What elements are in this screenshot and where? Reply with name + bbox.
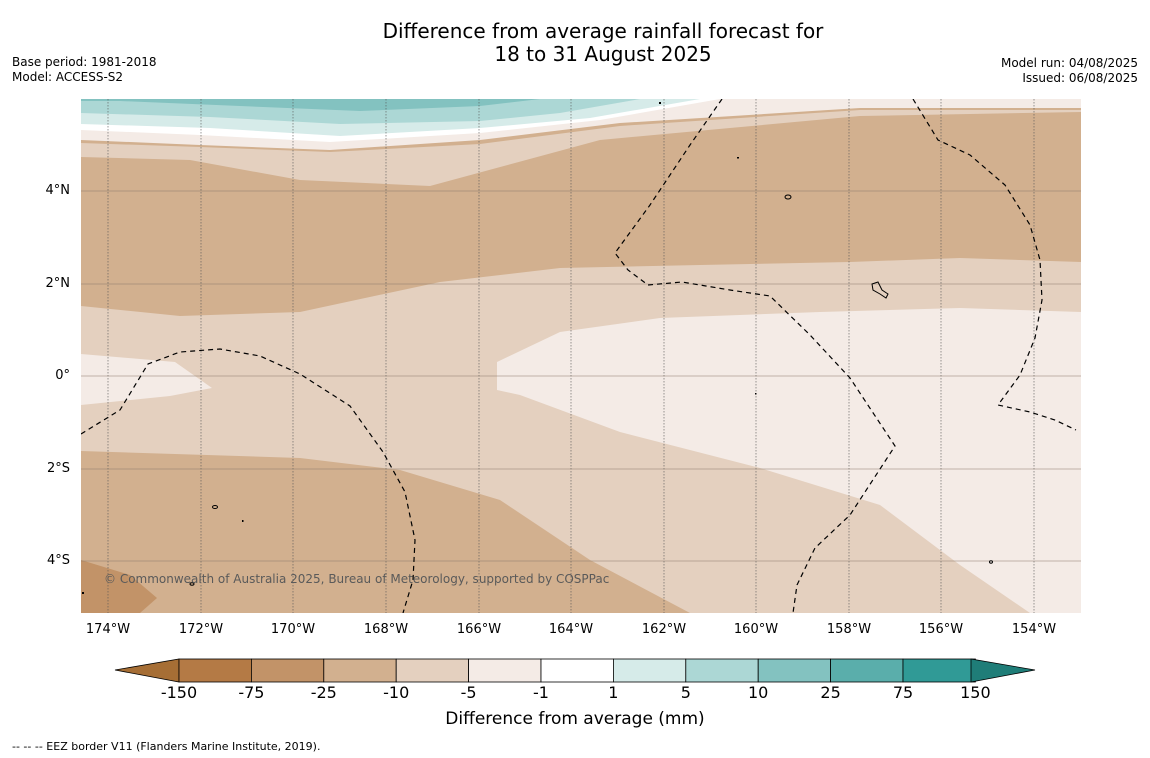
- region-dry-strong-southwest: [81, 560, 157, 613]
- islet-4: [242, 520, 244, 522]
- lon-tick-172w: 172°W: [178, 622, 224, 637]
- colorbar-label: 25: [820, 683, 841, 702]
- eez-borders: [81, 99, 1077, 613]
- model-run-text: Model run: 04/08/2025: [1000, 56, 1138, 70]
- colorbar-extend-high: [970, 658, 1036, 683]
- lon-tick-164w: 164°W: [548, 622, 594, 637]
- eez-border-note: -- -- -- EEZ border V11 (Flanders Marine…: [12, 740, 321, 753]
- lat-tick-2s: 2°S: [46, 461, 70, 476]
- colorbar-box: [830, 658, 904, 683]
- colorbar-label: -5: [460, 683, 477, 702]
- island-southeast: [989, 560, 993, 564]
- islet-1: [659, 102, 661, 104]
- colorbar-box: [178, 658, 252, 683]
- small-islets: [82, 102, 757, 594]
- graticule-parallels: [81, 190, 1081, 562]
- colorbar-box: [757, 658, 832, 683]
- colorbar-box: [395, 658, 470, 683]
- region-near-average-east: [497, 308, 1081, 613]
- colorbar-box: [902, 658, 976, 683]
- lon-tick-156w: 156°W: [918, 622, 964, 637]
- region-dry-moderate-south: [81, 451, 690, 613]
- colorbar-label: 5: [680, 683, 691, 702]
- lon-tick-174w: 174°W: [85, 622, 131, 637]
- colorbar-box: [613, 658, 687, 683]
- eez-border-central: [614, 99, 896, 613]
- lat-tick-4n: 4°N: [45, 183, 71, 198]
- eez-border-west: [81, 348, 416, 613]
- colorbar: [114, 658, 1036, 683]
- lat-tick-0: 0°: [55, 368, 70, 383]
- lon-tick-154w: 154°W: [1011, 622, 1057, 637]
- colorbar-label: -1: [533, 683, 549, 702]
- lon-tick-160w: 160°W: [733, 622, 779, 637]
- colorbar-label: 10: [748, 683, 769, 702]
- colorbar-box: [468, 658, 542, 683]
- colorbar-title: Difference from average (mm): [445, 709, 705, 729]
- island-south: [189, 582, 195, 586]
- islet-2: [737, 157, 739, 159]
- island-kiritimati: [871, 281, 889, 299]
- islet-3: [755, 393, 757, 395]
- colorbar-label: 1: [608, 683, 619, 702]
- lon-tick-162w: 162°W: [641, 622, 687, 637]
- lon-tick-166w: 166°W: [456, 622, 502, 637]
- colorbar-box: [323, 658, 397, 683]
- colorbar-box: [540, 658, 614, 683]
- colorbar-label: 150: [960, 683, 991, 702]
- lon-tick-170w: 170°W: [270, 622, 316, 637]
- map-title-line2: 18 to 31 August 2025: [494, 42, 712, 66]
- region-wet-moderate-north: [81, 99, 640, 124]
- colorbar-box: [685, 658, 759, 683]
- issued-date-text: Issued: 06/08/2025: [1022, 71, 1138, 85]
- colorbar-label: -25: [310, 683, 337, 702]
- lon-tick-158w: 158°W: [826, 622, 872, 637]
- lat-tick-2n: 2°N: [45, 276, 71, 291]
- island-southwest: [212, 505, 218, 509]
- region-near-average-west: [81, 354, 212, 405]
- region-dry-light-north: [81, 110, 1081, 186]
- colorbar-label: 75: [892, 683, 914, 702]
- model-name-text: Model: ACCESS-S2: [12, 70, 124, 84]
- colorbar-box: [250, 658, 325, 683]
- map-plot-area: [81, 99, 1081, 613]
- colorbar-label: -10: [383, 683, 410, 702]
- lon-tick-168w: 168°W: [363, 622, 409, 637]
- copyright-notice: © Commonwealth of Australia 2025, Bureau…: [104, 572, 610, 586]
- base-period-text: Base period: 1981-2018: [12, 55, 157, 69]
- colorbar-label: -150: [160, 683, 198, 702]
- islet-5: [82, 592, 84, 594]
- lat-tick-4s: 4°S: [46, 553, 70, 568]
- colorbar-label: -75: [238, 683, 265, 702]
- colorbar-boxes: [178, 658, 976, 683]
- eez-border-east: [912, 99, 1077, 431]
- map-title-line1: Difference from average rainfall forecas…: [382, 19, 824, 43]
- colorbar-extend-low: [114, 658, 180, 683]
- islands: [189, 194, 993, 586]
- island-north: [784, 194, 792, 200]
- region-wet-strong-north: [81, 99, 540, 111]
